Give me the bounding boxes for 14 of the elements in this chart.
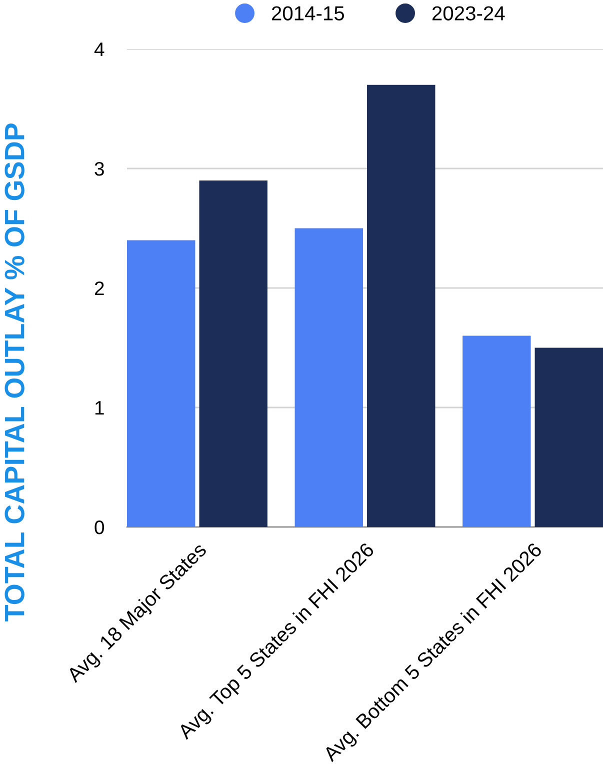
y-tick-label: 2 [94, 281, 104, 296]
bar [127, 240, 196, 527]
y-tick-label: 3 [94, 162, 104, 176]
y-axis-title: TOTAL CAPITAL OUTLAY % OF GSDP [4, 124, 24, 622]
bar [534, 348, 603, 527]
y-tick-label: 0 [94, 520, 104, 534]
y-tick-label: 1 [95, 401, 104, 415]
bar [294, 228, 363, 527]
bar [462, 336, 531, 527]
bar [367, 84, 436, 527]
y-tick-label: 4 [94, 42, 104, 56]
legend-label: 2014-15 [272, 6, 344, 20]
bar [199, 180, 268, 527]
legend-label: 2023-24 [432, 6, 505, 20]
